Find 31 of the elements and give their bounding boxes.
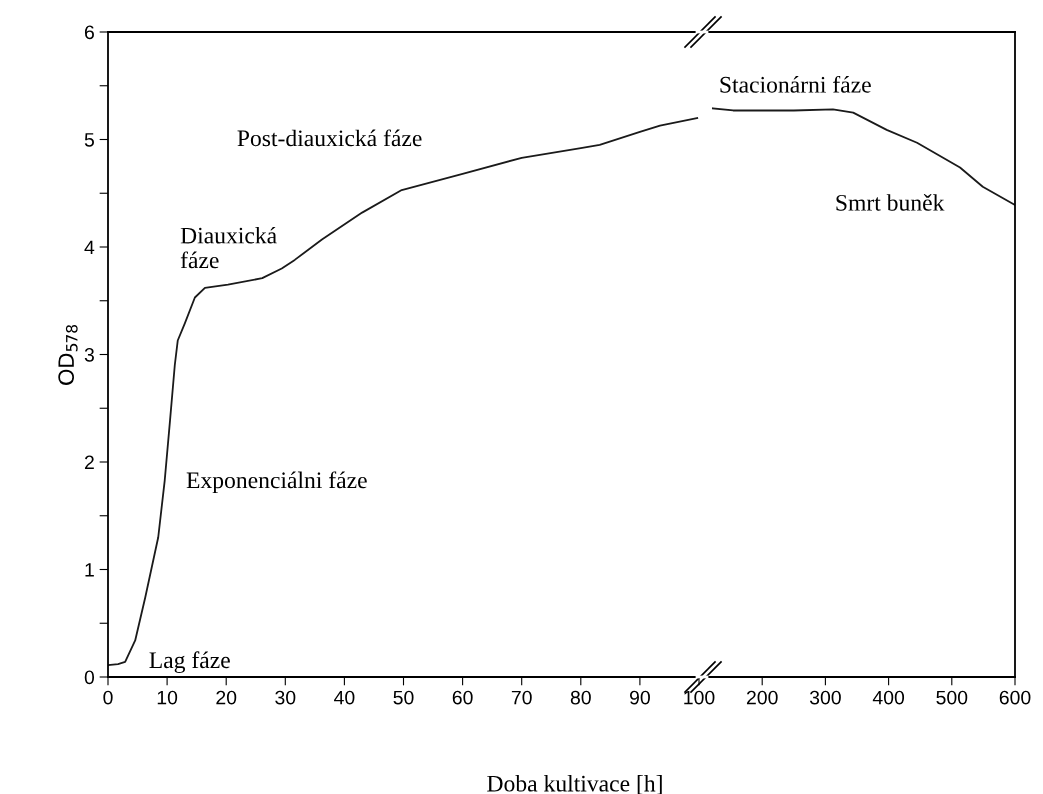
annotation: Post-diauxická fáze [237, 129, 422, 147]
annotation: Smrt buněk [836, 194, 945, 211]
y-tick-label: 1 [85, 563, 94, 577]
x-tick-label: 50 [393, 690, 414, 705]
x-tick-label: 600 [999, 690, 1031, 705]
x-tick-label: 80 [570, 690, 591, 705]
x-axis-title: Doba kultivace [h] [487, 775, 662, 794]
x-tick-label: 70 [511, 690, 532, 705]
y-tick-label: 5 [84, 133, 94, 147]
y-tick-label: 3 [84, 347, 94, 362]
x-tick-label: 20 [216, 690, 237, 705]
x-tick-label: 90 [630, 690, 650, 705]
annotation: Exponenciálni fáze [186, 471, 367, 494]
annotation: Lag fáze [149, 651, 230, 674]
x-tick-label: 10 [157, 690, 178, 705]
x-tick-label: 40 [334, 690, 355, 705]
x-tick-label: 400 [872, 690, 905, 705]
annotation: Stacionárni fáze [720, 75, 871, 93]
x-tick-label: 60 [452, 690, 473, 705]
y-tick-label: 6 [84, 25, 94, 40]
y-tick-label: 2 [84, 455, 94, 470]
x-tick-label: 300 [809, 690, 841, 705]
x-tick-label: 500 [936, 690, 968, 705]
y-tick-label: 0 [84, 670, 95, 685]
x-tick-label: 30 [275, 690, 296, 705]
x-tick-label: 200 [746, 690, 778, 705]
y-axis-title: OD$_{578}$ [58, 324, 78, 385]
y-tick-label: 4 [84, 240, 95, 255]
x-tick-label: 100 [684, 690, 715, 705]
annotation: Diauxická fáze [180, 226, 277, 269]
x-tick-label: 0 [103, 690, 113, 705]
